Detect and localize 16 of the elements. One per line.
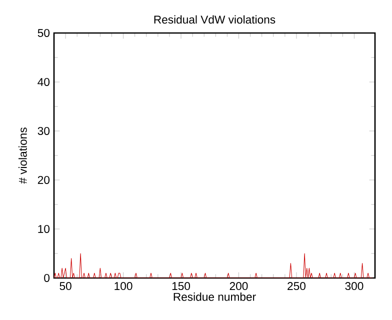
- y-tick-label: 30: [38, 126, 50, 135]
- y-axis-title: # violations: [18, 128, 27, 184]
- chart-title: Residual VdW violations: [154, 15, 276, 24]
- line-series: [54, 253, 373, 278]
- y-tick-label: 10: [38, 224, 50, 233]
- x-tick-label: 50: [60, 282, 72, 290]
- x-tick-label: 200: [230, 282, 248, 290]
- x-tick-label: 100: [114, 282, 132, 290]
- x-tick-label: 300: [345, 282, 364, 290]
- x-tick-label: 150: [172, 282, 190, 290]
- x-axis-title: Residue number: [174, 292, 256, 301]
- y-tick-label: 0: [44, 274, 50, 282]
- y-tick-label: 20: [38, 176, 50, 184]
- y-tick-label: 40: [38, 78, 50, 86]
- x-tick-label: 250: [288, 282, 306, 290]
- y-tick-label: 50: [38, 28, 50, 37]
